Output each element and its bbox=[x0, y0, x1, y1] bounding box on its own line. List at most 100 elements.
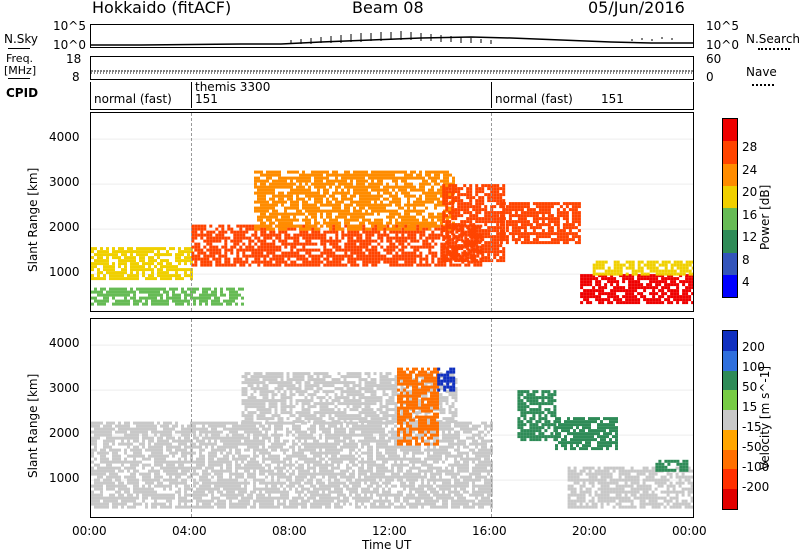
velocity-region-1 bbox=[241, 372, 458, 424]
velocity-colorbar-segment bbox=[723, 489, 737, 509]
velocity-ylabel: Slant Range [km] bbox=[26, 373, 40, 478]
power-ytick-4000: 4000 bbox=[49, 130, 80, 144]
vel-cb-tick-200: 200 bbox=[742, 340, 765, 354]
power-colorbar-segment bbox=[723, 163, 737, 186]
cpid-seg-1-text: normal (fast) bbox=[94, 92, 172, 106]
power-cb-tick-8: 8 bbox=[742, 253, 750, 267]
nsearch-dotted-line bbox=[758, 48, 790, 50]
velocity-region-2 bbox=[397, 367, 439, 446]
velocity-colorbar-segment bbox=[723, 449, 737, 470]
power-cb-tick-28: 28 bbox=[742, 140, 758, 154]
cpid-divider-2 bbox=[491, 82, 492, 108]
power-cb-tick-24: 24 bbox=[742, 163, 758, 177]
freq-label-1: Freq. bbox=[6, 52, 34, 65]
power-region-3 bbox=[254, 170, 455, 231]
power-cb-tick-16: 16 bbox=[742, 208, 758, 222]
vel-cb-tick-m50: -50 bbox=[742, 440, 762, 454]
velocity-region-7 bbox=[655, 459, 689, 472]
velocity-panel bbox=[90, 318, 694, 518]
nsearch-label: N.Search bbox=[746, 32, 800, 46]
nsky-strip bbox=[90, 24, 694, 48]
velocity-region-5 bbox=[555, 417, 618, 451]
date-title: 05/Jun/2016 bbox=[588, 0, 685, 17]
power-region-4 bbox=[442, 184, 506, 263]
xtick-0000b: 00:00 bbox=[672, 524, 707, 538]
velocity-colorbar-segment bbox=[723, 390, 737, 411]
velocity-region-3 bbox=[437, 367, 456, 392]
station-title: Hokkaido (fitACF) bbox=[92, 0, 232, 17]
power-region-6 bbox=[580, 274, 693, 305]
velocity-region-0 bbox=[91, 421, 493, 509]
cpid-strip: normal (fast) 151 themis 3300 normal (fa… bbox=[90, 80, 694, 110]
vel-cb-tick-m15: -15 bbox=[742, 420, 762, 434]
velocity-region-4 bbox=[517, 390, 557, 442]
velocity-colorbar-segment bbox=[723, 370, 737, 391]
nsky-label: N.Sky bbox=[4, 32, 39, 46]
power-ytick-2000: 2000 bbox=[49, 220, 80, 234]
velocity-colorbar-segment bbox=[723, 429, 737, 450]
vel-cb-tick-m200: -200 bbox=[742, 480, 770, 494]
power-region-5 bbox=[499, 202, 581, 245]
power-colorbar-segment bbox=[723, 141, 737, 164]
velocity-colorbar-segment bbox=[723, 469, 737, 490]
xtick-1600: 16:00 bbox=[472, 524, 507, 538]
nsky-line bbox=[91, 36, 693, 46]
power-panel bbox=[90, 112, 694, 312]
power-cb-tick-4: 4 bbox=[742, 275, 750, 289]
freq-strip bbox=[90, 56, 694, 80]
power-marker-0400 bbox=[191, 113, 192, 311]
velocity-ytick-2000: 2000 bbox=[49, 426, 80, 440]
velocity-ytick-3000: 3000 bbox=[49, 381, 80, 395]
power-colorbar-segment bbox=[723, 208, 737, 231]
xtick-1200: 12:00 bbox=[372, 524, 407, 538]
freq-label-underline bbox=[8, 78, 30, 79]
velocity-cb-label: Velocity [m s^-1] bbox=[758, 365, 772, 470]
cpid-seg-2-text: themis 3300 bbox=[195, 80, 271, 94]
nsky-right-bottom: 10^0 bbox=[706, 38, 739, 52]
power-colorbar-segment bbox=[723, 185, 737, 208]
freq-left-top: 18 bbox=[66, 52, 82, 66]
power-cb-label: Power [dB] bbox=[758, 184, 772, 250]
velocity-heatmap bbox=[91, 344, 693, 509]
power-colorbar-segment bbox=[723, 119, 737, 142]
power-ylabel: Slant Range [km] bbox=[26, 167, 40, 272]
power-region-2 bbox=[191, 224, 483, 267]
vel-cb-tick-15: 15 bbox=[742, 400, 758, 414]
freq-label-2: [MHz] bbox=[4, 64, 37, 77]
freq-trace bbox=[91, 70, 693, 74]
vel-cb-tick-m100: -100 bbox=[742, 460, 770, 474]
velocity-ytick-4000: 4000 bbox=[49, 336, 80, 350]
xtick-0000a: 00:00 bbox=[72, 524, 107, 538]
nsky-left-top: 10^5 bbox=[53, 19, 86, 33]
power-region-1 bbox=[91, 287, 244, 306]
cpid-seg-3-text: normal (fast) bbox=[495, 92, 573, 106]
nsky-trace bbox=[91, 31, 693, 46]
nsky-dots bbox=[631, 37, 673, 41]
power-region-0 bbox=[91, 247, 193, 281]
beam-title: Beam 08 bbox=[352, 0, 424, 17]
nave-label: Nave bbox=[746, 65, 777, 79]
nsky-label-underline bbox=[8, 48, 30, 49]
power-colorbar bbox=[722, 118, 738, 298]
power-colorbar-segment bbox=[723, 274, 737, 297]
velocity-colorbar-segment bbox=[723, 350, 737, 371]
nsky-right-top: 10^5 bbox=[706, 19, 739, 33]
velocity-colorbar-segment bbox=[723, 331, 737, 351]
nsky-bars bbox=[290, 31, 492, 44]
freq-right-top: 60 bbox=[706, 52, 722, 66]
xtick-0400: 04:00 bbox=[172, 524, 207, 538]
freq-left-bottom: 8 bbox=[72, 70, 80, 84]
velocity-region-6 bbox=[567, 466, 693, 509]
velocity-marker-1600 bbox=[491, 319, 492, 517]
vel-cb-tick-100: 100 bbox=[742, 360, 765, 374]
power-marker-1600 bbox=[491, 113, 492, 311]
power-ytick-3000: 3000 bbox=[49, 175, 80, 189]
xaxis-label: Time UT bbox=[362, 538, 412, 552]
cpid-label: CPID bbox=[6, 86, 39, 100]
cpid-seg-3-code: 151 bbox=[601, 92, 624, 106]
power-colorbar-segment bbox=[723, 252, 737, 275]
velocity-marker-0400 bbox=[191, 319, 192, 517]
cpid-seg-1-code: 151 bbox=[195, 92, 218, 106]
power-region-7 bbox=[592, 260, 693, 276]
power-cb-tick-12: 12 bbox=[742, 230, 758, 244]
